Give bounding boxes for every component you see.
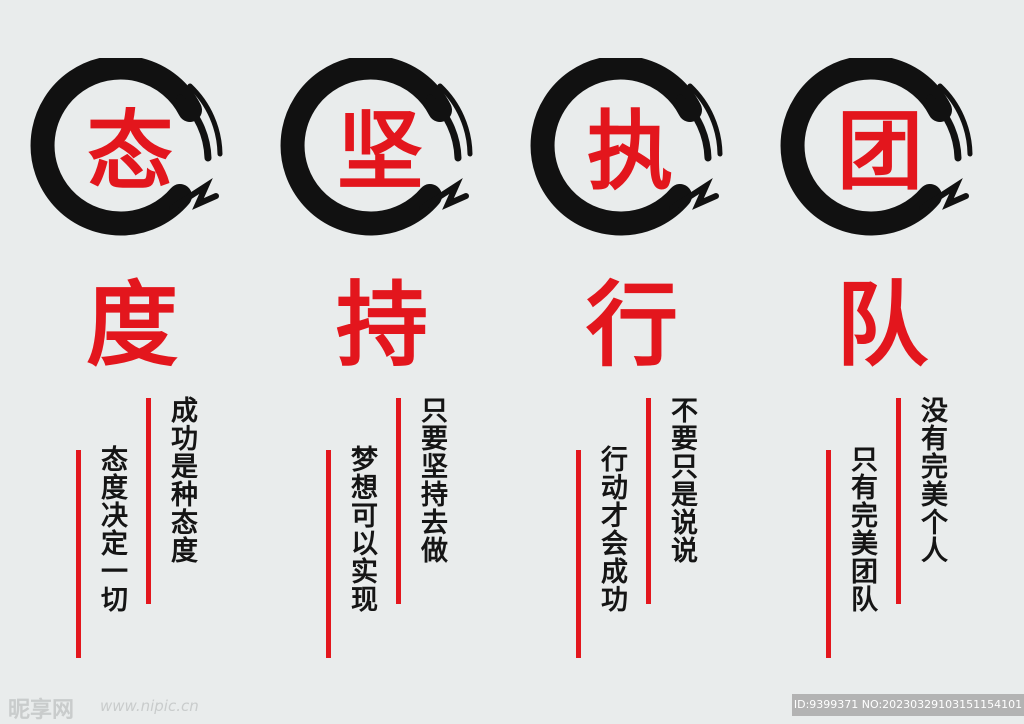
slogan-inner: 只有完美团队 — [846, 445, 877, 613]
title-bottom-char: 持 — [335, 271, 428, 379]
slogan-outer: 不要只是说说 — [666, 396, 697, 564]
title-top-char: 团 — [837, 101, 923, 202]
red-divider-outer — [646, 398, 651, 604]
slogan-outer: 成功是种态度 — [166, 396, 197, 564]
column-attitude: 态 度 成功是种态度 态度决定一切 — [0, 0, 250, 724]
title-top-char: 执 — [587, 101, 673, 202]
column-execution: 执 行 不要只是说说 行动才会成功 — [500, 0, 750, 724]
ink-brush-circle-icon — [780, 58, 973, 236]
slogan-inner: 梦想可以实现 — [346, 445, 377, 613]
red-divider-inner — [76, 450, 81, 658]
slogan-inner: 行动才会成功 — [596, 445, 627, 613]
red-divider-outer — [396, 398, 401, 604]
column-team: 团 队 没有完美个人 只有完美团队 — [750, 0, 1000, 724]
ink-brush-circle-icon — [530, 58, 723, 236]
red-divider-inner — [576, 450, 581, 658]
red-divider-inner — [826, 450, 831, 658]
column-persistence: 坚 持 只要坚持去做 梦想可以实现 — [250, 0, 500, 724]
red-divider-outer — [896, 398, 901, 604]
title-bottom-char: 队 — [835, 271, 928, 379]
title-top-char: 坚 — [337, 101, 423, 202]
slogan-outer: 没有完美个人 — [916, 396, 947, 564]
red-divider-outer — [146, 398, 151, 604]
title-bottom-char: 度 — [85, 271, 178, 379]
watermark-logo: 昵享网 — [8, 698, 75, 723]
slogan-inner: 态度决定一切 — [96, 445, 127, 613]
watermark-url: www.nipic.cn — [100, 697, 199, 715]
ink-brush-circle-icon — [280, 58, 473, 236]
slogan-outer: 只要坚持去做 — [416, 396, 447, 564]
ink-brush-circle-icon — [30, 58, 223, 236]
red-divider-inner — [326, 450, 331, 658]
image-id-badge: ID:9399371 NO:20230329103151154101 — [792, 694, 1024, 716]
title-bottom-char: 行 — [585, 271, 678, 379]
title-top-char: 态 — [87, 101, 173, 202]
